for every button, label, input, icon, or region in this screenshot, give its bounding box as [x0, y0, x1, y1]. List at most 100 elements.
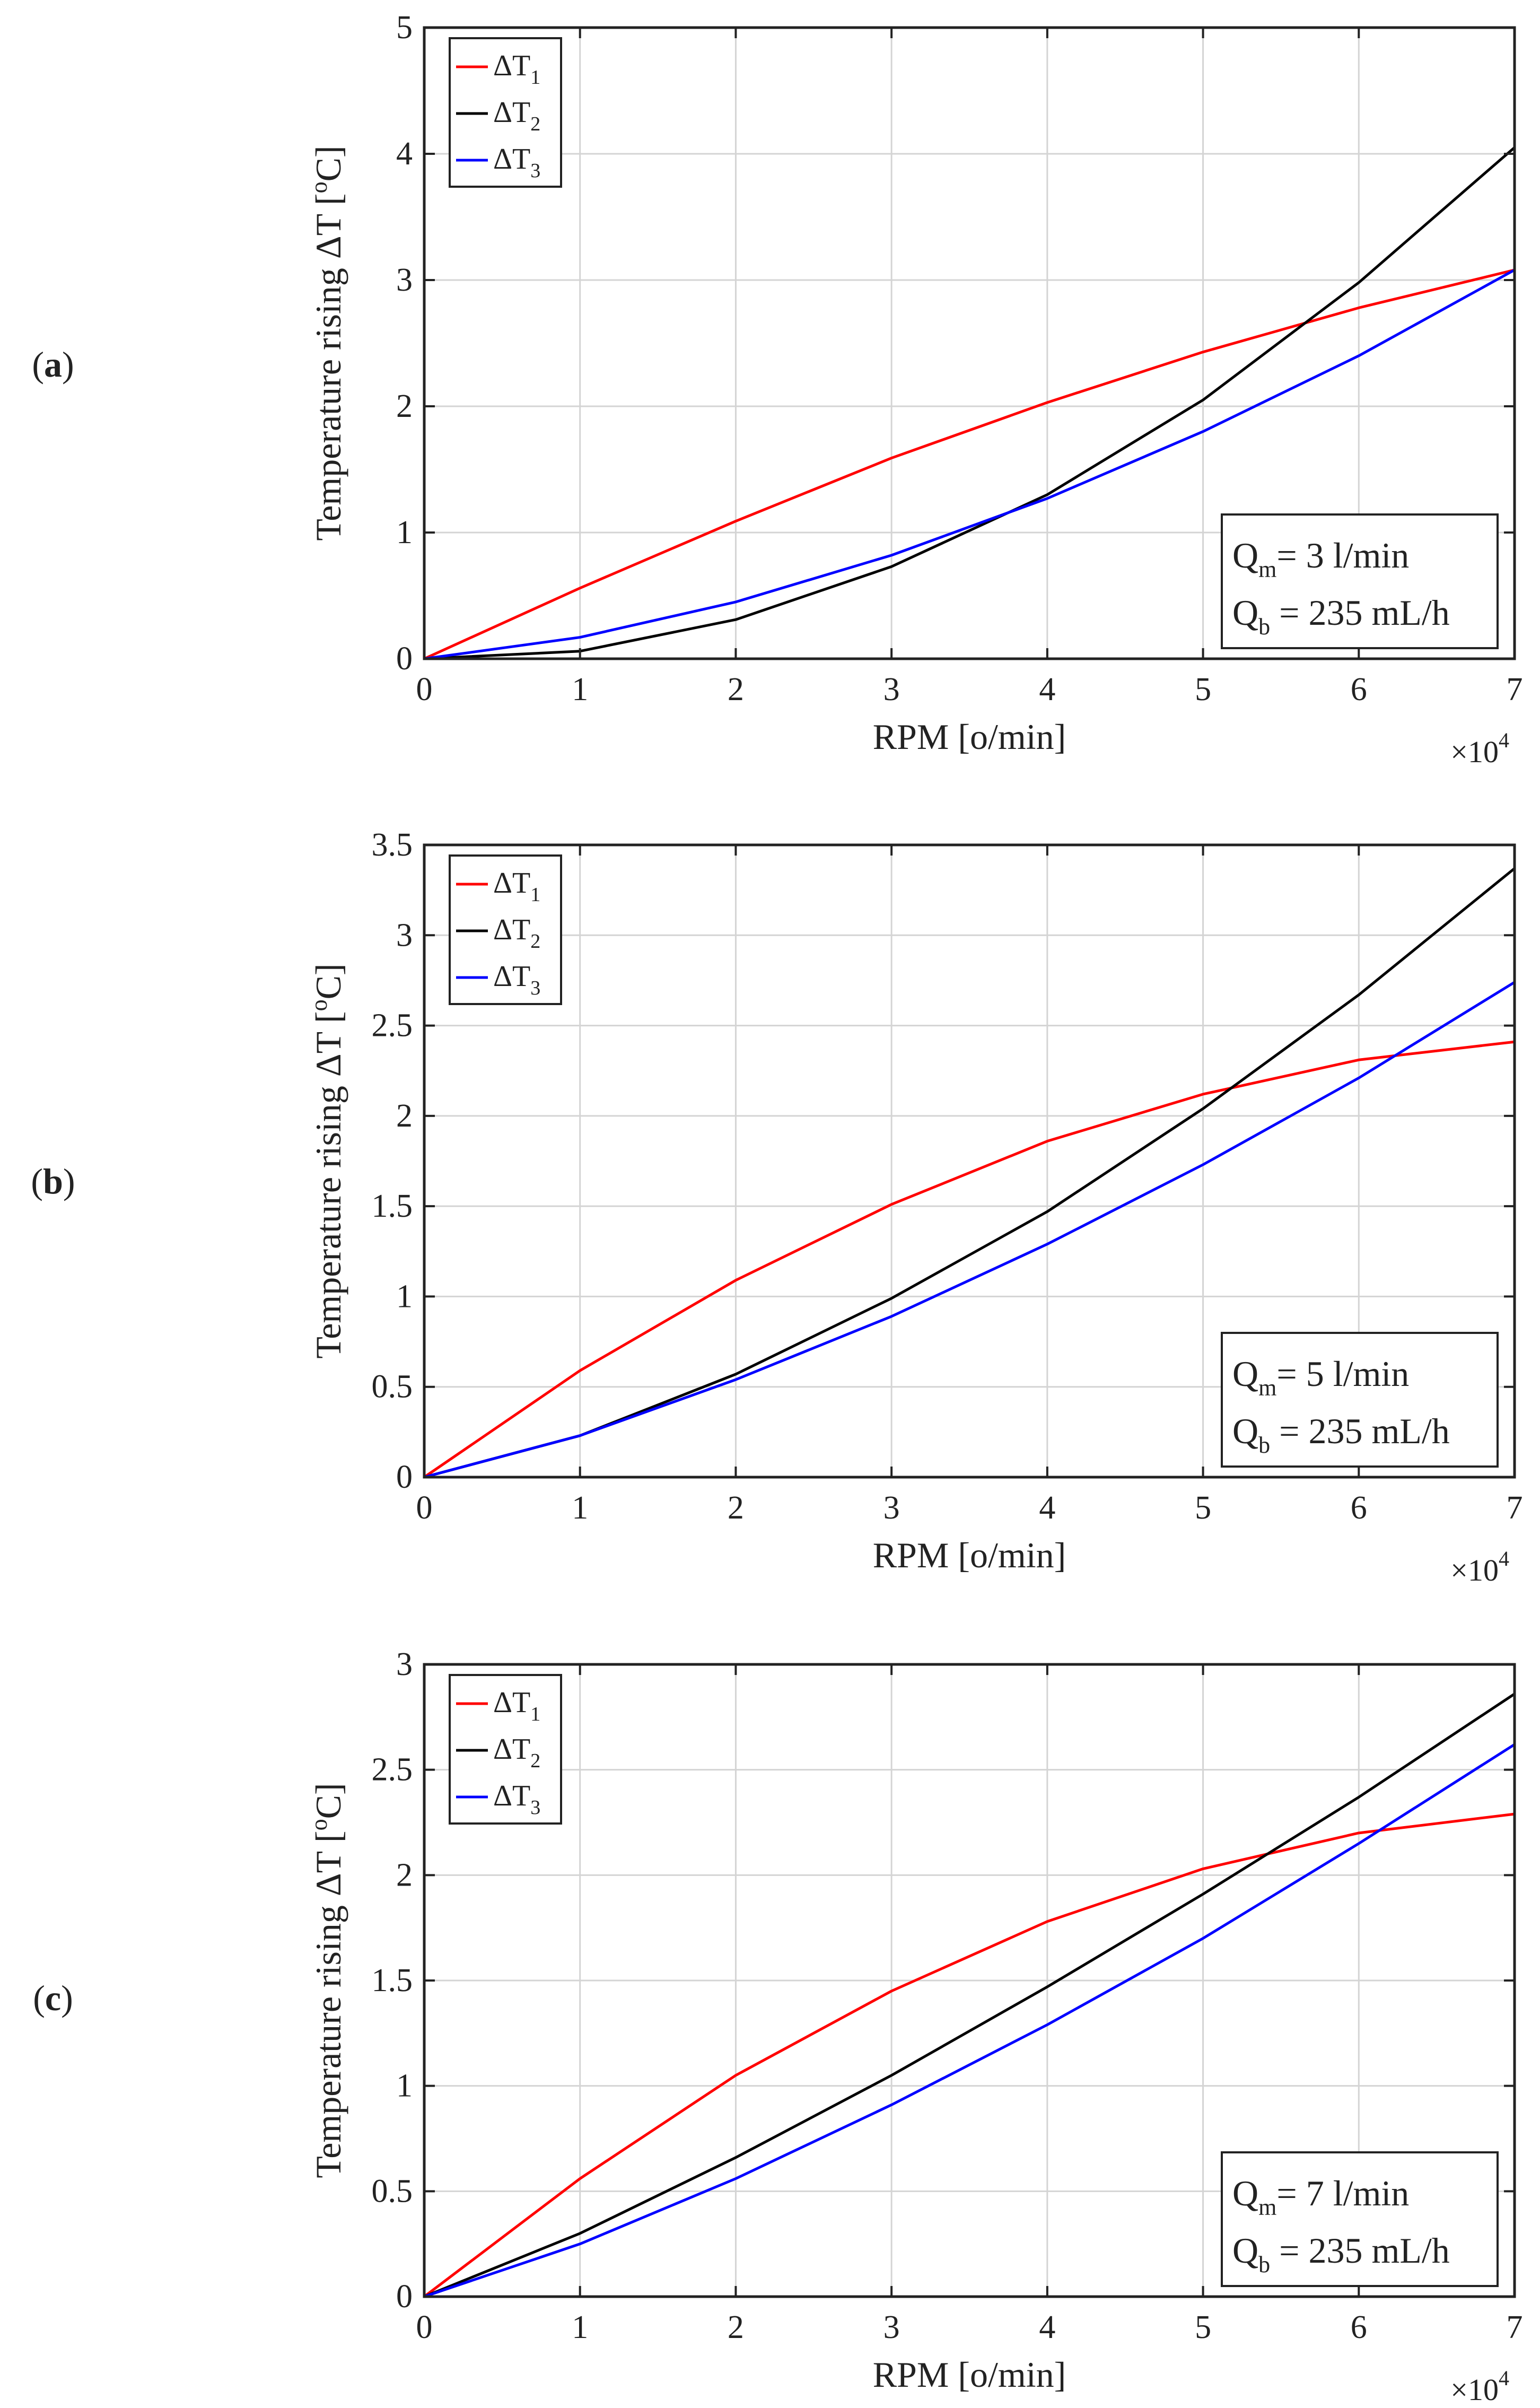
annotation-subscript: m [1258, 556, 1276, 582]
legend-name: ΔT [493, 960, 530, 993]
y-tick-label: 0 [396, 2279, 413, 2315]
x-tick-label: 7 [1507, 1490, 1523, 1526]
annotation-symbol: Q [1232, 1411, 1258, 1451]
y-label-main: Temperature rising ΔT [ [308, 193, 348, 540]
annotation-symbol: Q [1232, 2230, 1258, 2271]
multiplier-exponent: 4 [1499, 728, 1509, 752]
x-tick-label: 6 [1351, 671, 1367, 708]
multiplier-base: ×10 [1450, 1553, 1499, 1587]
annotation-symbol: Q [1232, 1354, 1258, 1394]
x-tick-label: 0 [416, 2309, 433, 2345]
series-line-2 [424, 1692, 1516, 2298]
x-tick-label: 1 [572, 2309, 588, 2345]
legend-name: ΔT [493, 143, 530, 176]
panel-label-open: ( [33, 1978, 45, 2018]
panel-label-letter: b [43, 1161, 63, 1201]
y-label-degree: o [306, 1819, 332, 1830]
x-axis-multiplier: ×104 [1450, 728, 1509, 769]
x-tick-label: 2 [728, 671, 744, 708]
x-tick-label: 4 [1039, 1490, 1055, 1526]
x-tick-label: 3 [883, 671, 900, 708]
legend-name: ΔT [493, 913, 530, 946]
annotation-symbol: Q [1232, 535, 1258, 575]
y-tick-label: 3 [396, 1646, 413, 1682]
legend-entry-2: ΔT2 [493, 1733, 540, 1772]
x-tick-label: 6 [1351, 2309, 1367, 2345]
legend-entry-2: ΔT2 [493, 96, 540, 135]
panel-label-letter: a [44, 344, 62, 385]
annotation-value: = 7 l/min [1276, 2173, 1409, 2213]
y-label-main: Temperature rising ΔT [ [308, 1830, 348, 2178]
y-tick-label: 4 [396, 136, 413, 172]
x-axis-label: RPM [o/min] [873, 1535, 1066, 1575]
panel-label-open: ( [31, 1161, 43, 1201]
y-label-degree: o [306, 181, 332, 193]
y-label-main: Temperature rising ΔT [ [308, 1011, 348, 1358]
legend-name: ΔT [493, 49, 530, 82]
x-tick-label: 1 [572, 671, 588, 708]
legend-subscript: 2 [530, 113, 540, 135]
series-line-1 [423, 1040, 1515, 1479]
y-axis-label: Temperature rising ΔT [oC] [306, 1783, 348, 2178]
x-tick-label: 5 [1195, 1490, 1211, 1526]
y-tick-label: 1 [396, 2068, 413, 2104]
x-tick-label: 5 [1195, 671, 1211, 708]
legend-entry-1: ΔT1 [493, 49, 540, 89]
annotation-box [1221, 513, 1499, 649]
x-tick-label: 7 [1507, 2309, 1523, 2345]
axes-frame [423, 843, 1516, 1479]
x-axis-multiplier: ×104 [1450, 1547, 1509, 1587]
legend-entry-3: ΔT3 [493, 1779, 540, 1819]
x-tick-label: 3 [883, 1490, 900, 1526]
x-tick-label: 4 [1039, 671, 1055, 708]
legend-name: ΔT [493, 867, 530, 900]
annotation-line-1: Qm= 3 l/min [1232, 535, 1409, 582]
flow-annotation: Qm= 3 l/min Qb = 235 mL/h [1221, 513, 1499, 649]
legend-name: ΔT [493, 1686, 530, 1719]
annotation-line-2: Qb = 235 mL/h [1232, 592, 1450, 640]
legend-subscript: 2 [530, 1750, 540, 1772]
series-line-3 [424, 268, 1516, 660]
annotation-value: = 5 l/min [1276, 1354, 1409, 1394]
annotation-symbol: Q [1232, 2173, 1258, 2213]
y-tick-label: 1 [396, 1278, 413, 1314]
panel-label-letter: c [45, 1978, 61, 2018]
annotation-value: = 3 l/min [1276, 535, 1409, 575]
annotation-subscript: b [1258, 1432, 1270, 1458]
annotation-box [1221, 2151, 1499, 2287]
y-tick-label: 2 [396, 1857, 413, 1893]
x-axis-label: RPM [o/min] [873, 2354, 1066, 2395]
y-label-unit: C] [308, 145, 348, 181]
x-tick-label: 2 [728, 2309, 744, 2345]
legend-subscript: 1 [530, 66, 540, 89]
y-label-degree: o [306, 999, 332, 1011]
annotation-value: = 235 mL/h [1270, 2230, 1450, 2271]
annotation-line-1: Qm= 5 l/min [1232, 1354, 1409, 1401]
x-axis-label: RPM [o/min] [873, 717, 1066, 757]
legend-name: ΔT [493, 96, 530, 129]
y-tick-label: 2 [396, 1098, 413, 1134]
legend-subscript: 2 [530, 930, 540, 953]
annotation-symbol: Q [1232, 592, 1258, 633]
y-tick-label: 0.5 [372, 2173, 413, 2209]
legend-subscript: 1 [530, 1703, 540, 1725]
series-line-1 [423, 268, 1515, 660]
y-tick-label: 2 [396, 388, 413, 424]
annotation-line-1: Qm= 7 l/min [1232, 2173, 1409, 2220]
y-tick-label: 2.5 [372, 1752, 413, 1788]
x-tick-label: 2 [728, 1490, 744, 1526]
x-tick-label: 4 [1039, 2309, 1055, 2345]
axes-frame [423, 26, 1516, 660]
panel-label-close: ) [63, 1161, 75, 1201]
legend-entry-1: ΔT1 [493, 1686, 540, 1725]
y-tick-label: 1 [396, 514, 413, 551]
y-tick-label: 2.5 [372, 1008, 413, 1044]
panel-label: (c) [33, 1978, 73, 2018]
series-line-1 [423, 1812, 1515, 2298]
